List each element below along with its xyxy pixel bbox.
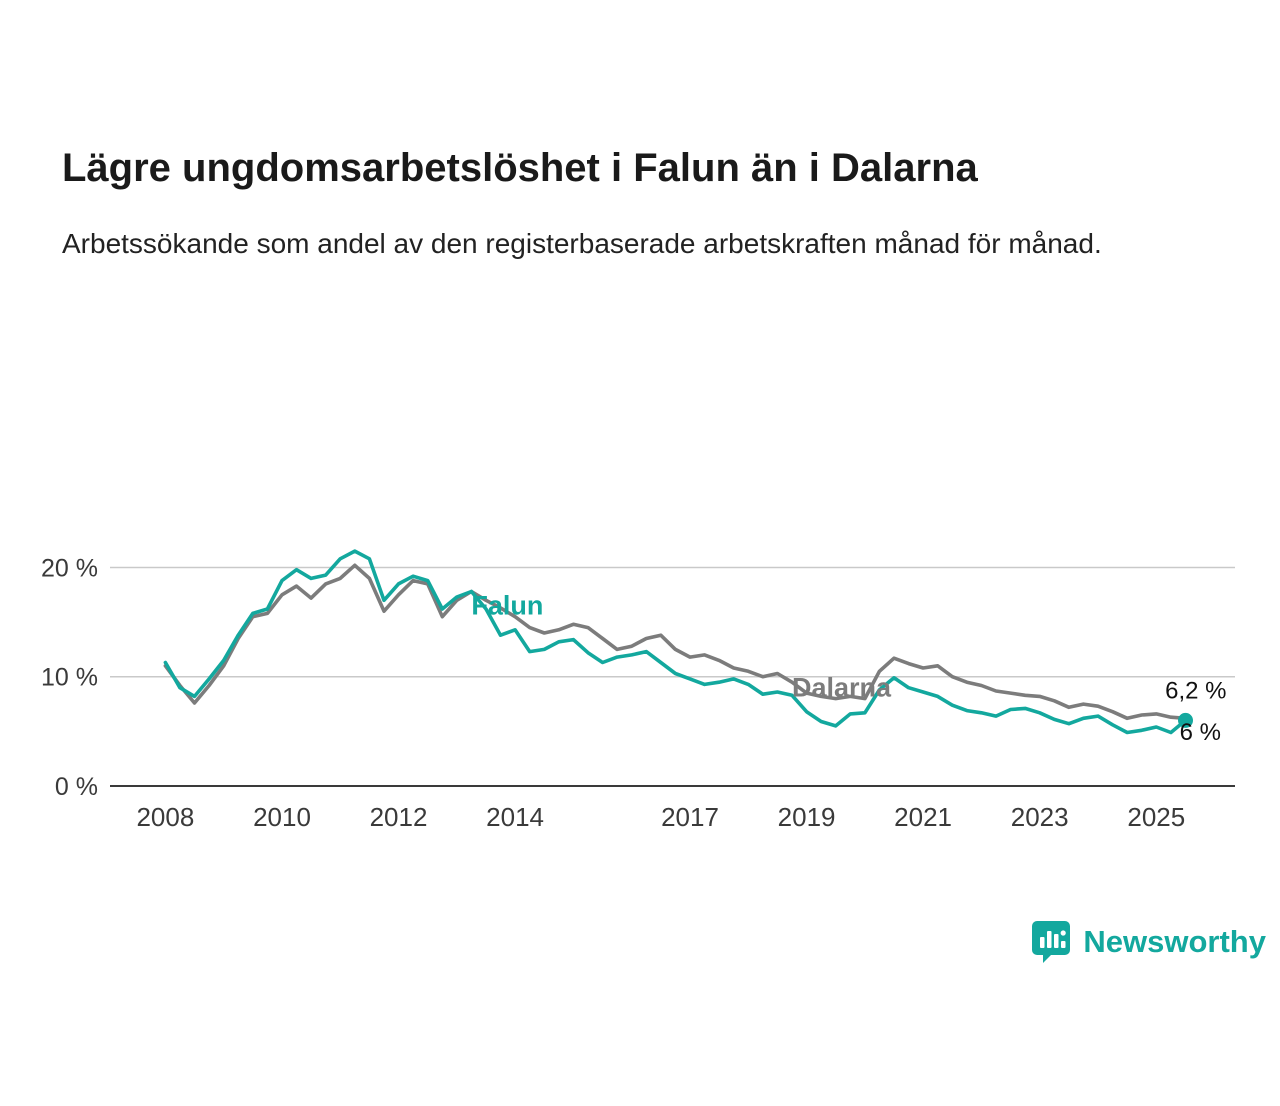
svg-text:0 %: 0 % bbox=[55, 773, 98, 801]
svg-text:2021: 2021 bbox=[894, 802, 952, 832]
svg-text:10 %: 10 % bbox=[41, 664, 98, 692]
svg-text:Dalarna: Dalarna bbox=[792, 672, 892, 702]
svg-text:2010: 2010 bbox=[253, 802, 311, 832]
svg-text:2017: 2017 bbox=[661, 802, 719, 832]
svg-text:6,2 %: 6,2 % bbox=[1165, 678, 1226, 705]
svg-text:2014: 2014 bbox=[486, 802, 544, 832]
brand-name: Newsworthy bbox=[1083, 924, 1266, 959]
svg-text:20 %: 20 % bbox=[41, 555, 98, 583]
chart-title: Lägre ungdomsarbetslöshet i Falun än i D… bbox=[62, 146, 978, 190]
svg-text:2012: 2012 bbox=[370, 802, 428, 832]
svg-text:Falun: Falun bbox=[471, 591, 543, 621]
bar-chart-pin-icon bbox=[1032, 921, 1071, 963]
chart-subtitle: Arbetssökande som andel av den registerb… bbox=[62, 228, 1102, 259]
svg-text:2025: 2025 bbox=[1127, 802, 1185, 832]
svg-text:2019: 2019 bbox=[778, 802, 836, 832]
svg-text:2023: 2023 bbox=[1011, 802, 1069, 832]
svg-text:2008: 2008 bbox=[136, 802, 194, 832]
newsworthy-logo: Newsworthy bbox=[1031, 920, 1266, 964]
svg-text:6 %: 6 % bbox=[1180, 719, 1221, 746]
line-chart: 0 % 10 % 20 % 2008 2010 2012 2014 2017 2019 2021 2… bbox=[41, 549, 1235, 832]
